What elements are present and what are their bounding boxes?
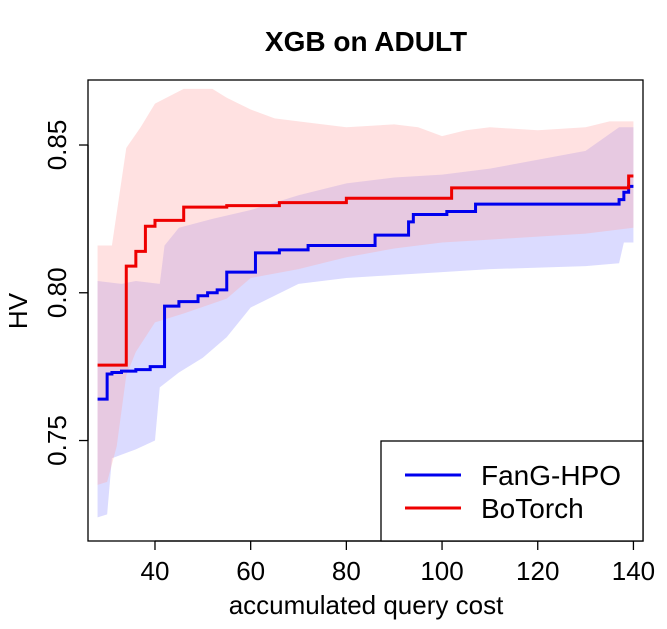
legend-label-botorch: BoTorch [481, 493, 584, 524]
x-tick-label: 140 [612, 556, 655, 586]
legend: FanG-HPO BoTorch [380, 440, 644, 542]
x-tick-label: 120 [516, 556, 559, 586]
series-line-fang-hpo [97, 184, 634, 401]
legend-label-fang-hpo: FanG-HPO [481, 460, 621, 491]
x-tick-label: 40 [141, 556, 170, 586]
y-tick-label: 0.80 [42, 267, 72, 318]
y-tick-label: 0.75 [42, 415, 72, 466]
band-fang-hpo [97, 127, 634, 518]
band-botorch [97, 88, 634, 485]
x-tick-label: 80 [332, 556, 361, 586]
x-axis-label: accumulated query cost [229, 590, 504, 620]
x-tick-label: 60 [236, 556, 265, 586]
x-tick-label: 100 [420, 556, 463, 586]
y-tick-label: 0.85 [42, 120, 72, 171]
legend-box [380, 440, 644, 542]
chart-title: XGB on ADULT [265, 26, 467, 57]
y-axis-label: HV [3, 292, 33, 329]
series-line-botorch [97, 174, 634, 367]
